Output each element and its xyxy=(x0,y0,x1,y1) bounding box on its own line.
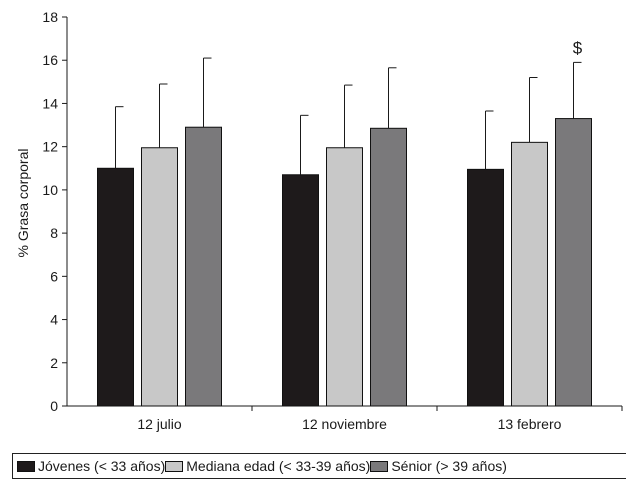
bar xyxy=(326,147,363,407)
significance-marker: $ xyxy=(573,38,583,57)
x-tick-label: 12 noviembre xyxy=(302,416,387,432)
legend-swatch xyxy=(165,460,184,472)
y-tick-label: 4 xyxy=(50,312,58,328)
bar xyxy=(141,147,178,407)
x-tick-label: 12 julio xyxy=(137,416,182,432)
bar xyxy=(467,168,504,407)
bar xyxy=(370,127,407,407)
legend-label: Jóvenes (< 33 años) xyxy=(38,458,166,474)
error-bars xyxy=(115,57,582,175)
y-tick-label: 6 xyxy=(50,268,58,284)
legend-item: Jóvenes (< 33 años) xyxy=(17,458,165,474)
y-axis: 0 2 4 6 8 10 12 14 16 18 xyxy=(42,9,68,414)
annotations: $ xyxy=(573,38,583,57)
legend: Jóvenes (< 33 años) Mediana edad (< 33-39… xyxy=(12,453,626,479)
legend-item: Sénior (> 39 años) xyxy=(370,458,507,474)
legend-swatch xyxy=(370,460,389,472)
bar xyxy=(282,174,319,407)
bar xyxy=(185,126,222,407)
legend-swatch xyxy=(17,460,35,472)
bar xyxy=(555,118,592,407)
legend-label: Sénior (> 39 años) xyxy=(391,458,507,474)
y-tick-label: 2 xyxy=(50,355,58,371)
y-tick-label: 10 xyxy=(42,182,58,198)
legend-item: Mediana edad (< 33-39 años) xyxy=(165,458,370,474)
y-tick-label: 8 xyxy=(50,225,58,241)
y-axis-title: % Grasa corporal xyxy=(15,149,31,258)
y-tick-label: 16 xyxy=(42,52,58,68)
x-tick-label: 13 febrero xyxy=(498,416,562,432)
bar-chart: 0 2 4 6 8 10 12 14 16 18 12 julio 12 noviembre 13 f… xyxy=(15,9,623,432)
x-axis: 12 julio 12 noviembre 13 febrero xyxy=(67,405,623,432)
bar xyxy=(511,141,548,407)
legend-label: Mediana edad (< 33-39 años) xyxy=(186,458,371,474)
y-tick-label: 0 xyxy=(50,398,58,414)
bars xyxy=(97,118,592,407)
bar xyxy=(97,167,134,407)
y-tick-label: 14 xyxy=(42,95,58,111)
y-tick-label: 18 xyxy=(42,9,58,25)
y-tick-label: 12 xyxy=(42,139,58,155)
